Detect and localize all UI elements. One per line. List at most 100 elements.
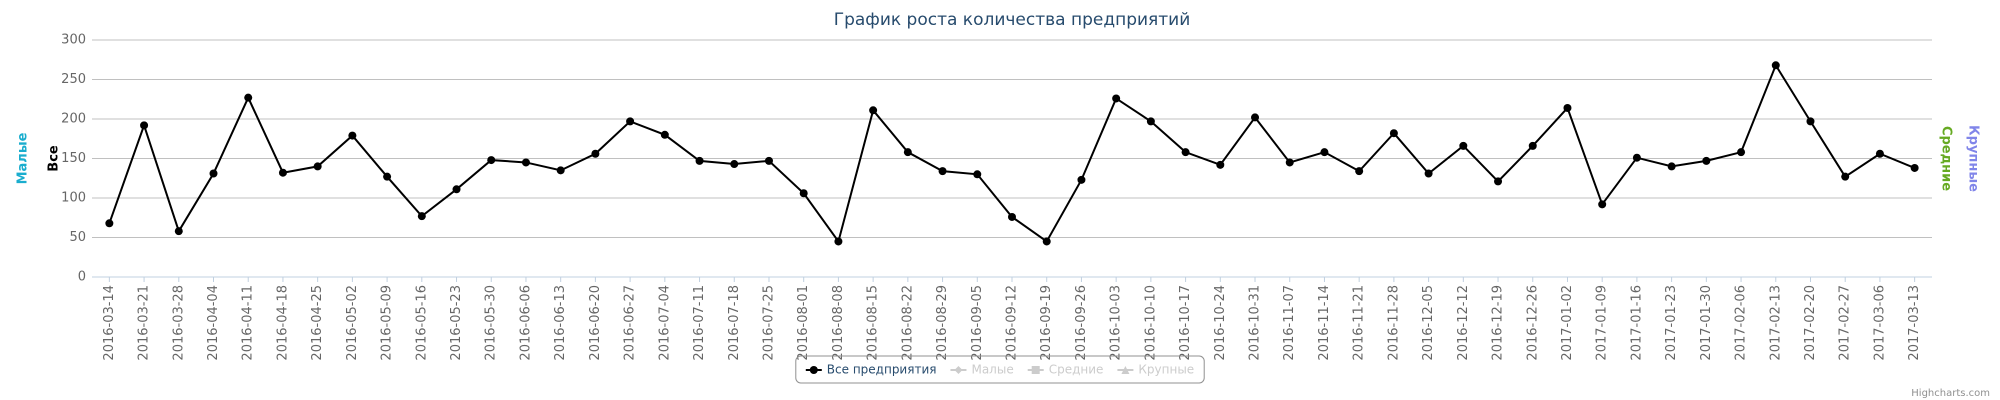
point <box>591 149 600 158</box>
x-tick-label: 2017-02-06 <box>1734 285 1749 361</box>
point <box>799 189 808 198</box>
x-tick-label: 2017-02-27 <box>1838 285 1853 361</box>
y-tick-label: 250 <box>61 72 86 87</box>
point <box>417 212 426 221</box>
x-tick-label: 2017-01-30 <box>1699 285 1714 361</box>
point <box>1632 153 1641 162</box>
x-tick-label: 2016-07-25 <box>761 285 776 361</box>
y-axis-title: Малые <box>16 132 31 184</box>
x-tick-label: 2016-05-09 <box>380 285 395 361</box>
point <box>730 160 739 169</box>
legend-label: Все предприятия <box>827 363 937 377</box>
point <box>903 148 912 157</box>
x-tick-label: 2017-01-02 <box>1560 285 1575 361</box>
y-tick-label: 50 <box>69 230 86 245</box>
point <box>764 156 773 165</box>
x-tick-label: 2017-01-23 <box>1664 285 1679 361</box>
x-tick-label: 2016-05-02 <box>345 285 360 361</box>
legend-label: Крупные <box>1138 363 1194 377</box>
x-tick-label: 2016-06-06 <box>518 285 533 361</box>
legend-item[interactable]: Средние <box>1027 363 1104 377</box>
point <box>1806 117 1815 126</box>
x-tick-label: 2016-05-16 <box>414 285 429 361</box>
point <box>660 130 669 139</box>
legend-item[interactable]: Все предприятия <box>805 363 937 377</box>
point <box>869 106 878 115</box>
x-tick-label: 2016-12-12 <box>1456 285 1471 361</box>
point <box>1355 167 1364 176</box>
x-tick-label: 2016-06-13 <box>553 285 568 361</box>
x-tick-label: 2016-04-04 <box>206 285 221 361</box>
x-tick-label: 2016-10-24 <box>1213 285 1228 361</box>
point <box>1042 237 1051 246</box>
point <box>452 185 461 194</box>
x-tick-label: 2016-10-17 <box>1178 285 1193 361</box>
point <box>383 172 392 181</box>
point <box>1251 113 1260 122</box>
x-tick-label: 2016-11-14 <box>1317 285 1332 361</box>
y-tick-label: 0 <box>78 270 86 285</box>
x-tick-label: 2016-07-11 <box>692 285 707 361</box>
x-tick-label: 2016-10-10 <box>1143 285 1158 361</box>
x-tick-label: 2016-03-21 <box>137 285 152 361</box>
x-tick-label: 2016-12-05 <box>1421 285 1436 361</box>
point <box>1181 148 1190 157</box>
point <box>105 219 114 228</box>
point <box>348 131 357 140</box>
point <box>1008 212 1016 221</box>
point <box>1875 149 1884 158</box>
point <box>1563 103 1572 112</box>
point <box>1216 160 1225 169</box>
point <box>973 170 982 179</box>
point <box>695 156 704 165</box>
point <box>1146 117 1155 126</box>
x-tick-label: 2016-12-26 <box>1525 285 1540 361</box>
x-tick-label: 2016-12-19 <box>1491 285 1506 361</box>
point <box>1737 148 1746 157</box>
x-tick-label: 2016-06-27 <box>623 285 638 361</box>
legend-box <box>795 355 1205 384</box>
y-axis-title: Все <box>47 145 62 172</box>
point <box>626 117 635 126</box>
x-tick-label: 2017-03-13 <box>1907 285 1922 361</box>
point <box>1910 163 1919 172</box>
x-tick-label: 2016-09-12 <box>1005 285 1020 361</box>
point <box>1667 162 1676 171</box>
point <box>313 162 322 171</box>
point <box>1494 177 1503 186</box>
credits[interactable]: Highcharts.com <box>1911 388 1990 399</box>
y-tick-label: 150 <box>61 151 86 166</box>
point <box>938 167 947 176</box>
legend-symbol <box>809 366 818 374</box>
x-tick-label: 2016-08-01 <box>796 285 811 361</box>
point <box>1459 141 1468 150</box>
point <box>556 166 565 175</box>
x-tick-label: 2017-03-06 <box>1872 285 1887 361</box>
legend-item[interactable]: Малые <box>950 363 1014 377</box>
point <box>834 237 843 246</box>
x-tick-label: 2016-07-18 <box>727 285 742 361</box>
point <box>1702 156 1711 165</box>
point <box>1285 158 1294 167</box>
point <box>244 93 253 102</box>
x-tick-label: 2016-08-08 <box>831 285 846 361</box>
point <box>1528 141 1537 150</box>
point <box>209 169 218 178</box>
point <box>278 168 287 177</box>
x-tick-label: 2016-05-23 <box>449 285 464 361</box>
chart-title: График роста количества предприятий <box>834 10 1191 30</box>
x-tick-label: 2016-10-03 <box>1109 285 1124 361</box>
x-tick-label: 2016-08-29 <box>935 285 950 361</box>
point <box>1320 148 1329 157</box>
x-tick-label: 2017-01-16 <box>1629 285 1644 361</box>
point <box>1841 172 1850 181</box>
x-tick-label: 2016-03-28 <box>171 285 186 361</box>
legend-symbol <box>1121 366 1130 374</box>
x-tick-label: 2016-09-19 <box>1039 285 1054 361</box>
x-tick-label: 2016-06-20 <box>588 285 603 361</box>
x-tick-label: 2016-07-04 <box>657 285 672 361</box>
point <box>1424 169 1433 178</box>
x-tick-label: 2016-05-30 <box>484 285 499 361</box>
legend-item[interactable]: Крупные <box>1117 363 1194 377</box>
point <box>174 227 183 236</box>
